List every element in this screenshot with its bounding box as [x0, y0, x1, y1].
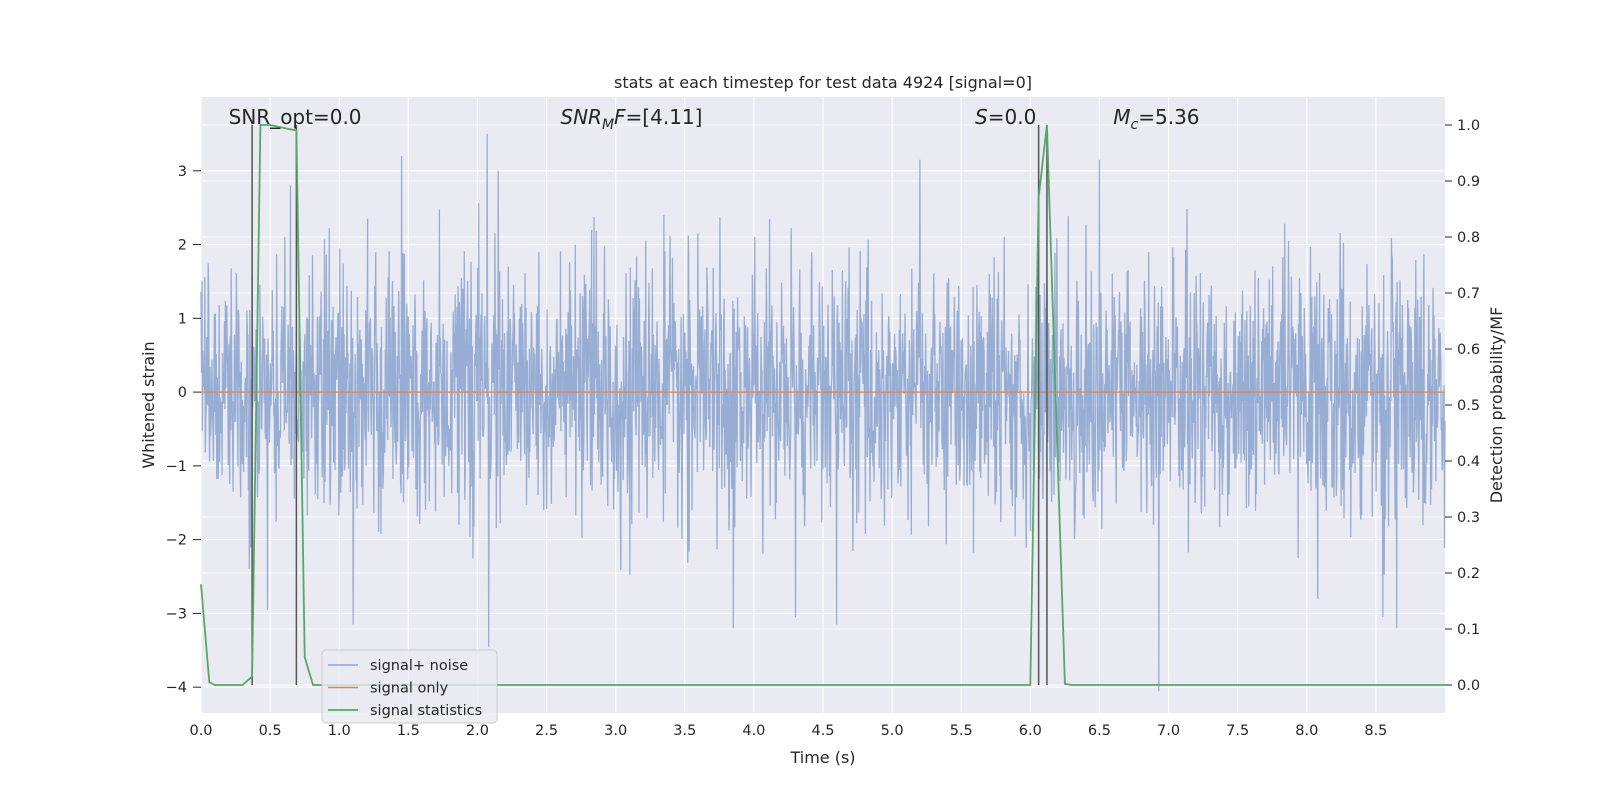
y2-tick-label: 0.9: [1457, 174, 1480, 190]
y-tick-label: −1: [166, 459, 187, 475]
y-tick-label: −4: [166, 680, 187, 696]
x-tick-label: 5.5: [950, 723, 973, 739]
noise-series: [200, 133, 1446, 691]
x-tick-label: 8.0: [1295, 723, 1318, 739]
annotations: SNR_opt=0.0 SNRMF=[4.11] S=0.0 Mc=5.36: [229, 105, 1200, 133]
x-tick-label: 0.5: [259, 723, 282, 739]
y2-axis-label: Detection probability/MF: [1487, 307, 1506, 504]
x-tick-label: 2.0: [466, 723, 489, 739]
x-tick-label: 8.5: [1364, 723, 1387, 739]
x-tick-label: 1.0: [328, 723, 351, 739]
annotation-label: SNRMF=[4.11]: [560, 105, 702, 133]
x-axis-ticks: 0.0 0.5 1.0 1.5 2.0 2.5 3.0 3.5 4.0 4.5 5.0 5.5 6.0 6…: [189, 723, 1387, 739]
series-line-signal-statistics: [200, 124, 1445, 686]
legend-label: signal statistics: [370, 703, 482, 719]
y2-tick-label: 0.6: [1457, 342, 1480, 358]
y2-tick-label: 0.2: [1457, 566, 1480, 582]
series-line-signal-noise: [200, 133, 1446, 691]
right-y-axis-ticks: 0.0 0.1 0.2 0.3 0.4 0.5 0.6 0.7 0.8 0.9 1.0: [1445, 118, 1480, 694]
annotation-label: SNR_opt=0.0: [229, 105, 362, 129]
statistics-series: [200, 124, 1445, 686]
x-tick-label: 7.0: [1157, 723, 1180, 739]
legend-label: signal only: [370, 681, 449, 697]
y2-tick-label: 0.1: [1457, 622, 1480, 638]
y2-tick-label: 0.8: [1457, 230, 1480, 246]
x-tick-label: 5.0: [881, 723, 904, 739]
legend-box: [321, 649, 498, 724]
y-tick-label: −2: [166, 533, 187, 549]
annotation-label: S=0.0: [975, 105, 1036, 129]
x-tick-label: 6.0: [1019, 723, 1042, 739]
y-tick-label: 0: [178, 385, 187, 401]
y-tick-label: 3: [178, 164, 187, 180]
x-axis-label: Time (s): [789, 748, 855, 767]
x-tick-label: 2.5: [535, 723, 558, 739]
x-tick-label: 7.5: [1226, 723, 1249, 739]
y2-tick-label: 0.5: [1457, 398, 1480, 414]
x-tick-label: 1.5: [397, 723, 420, 739]
legend-label: signal+ noise: [370, 658, 468, 674]
annotation-label: Mc=5.36: [1113, 105, 1199, 133]
y-tick-label: 2: [178, 238, 187, 254]
y2-tick-label: 0.0: [1457, 678, 1480, 694]
vertical-markers: [251, 125, 1048, 685]
y-tick-label: 1: [178, 311, 187, 327]
y2-tick-label: 1.0: [1457, 118, 1480, 134]
x-tick-label: 3.5: [673, 723, 696, 739]
x-tick-label: 3.0: [604, 723, 627, 739]
legend: signal+ noise signal only signal statistic…: [321, 649, 498, 724]
x-tick-label: 4.5: [811, 723, 834, 739]
x-tick-label: 0.0: [189, 723, 212, 739]
left-y-axis-ticks: −4 −3 −2 −1 0 1 2 3: [166, 164, 201, 696]
x-tick-label: 6.5: [1088, 723, 1111, 739]
y2-tick-label: 0.3: [1457, 510, 1480, 526]
x-tick-label: 4.0: [742, 723, 765, 739]
y-tick-label: −3: [166, 606, 187, 622]
y2-tick-label: 0.4: [1457, 454, 1480, 470]
y2-tick-label: 0.7: [1457, 286, 1480, 302]
chart-title: stats at each timestep for test data 492…: [614, 73, 1032, 92]
y-axis-label: Whitened strain: [139, 341, 158, 468]
